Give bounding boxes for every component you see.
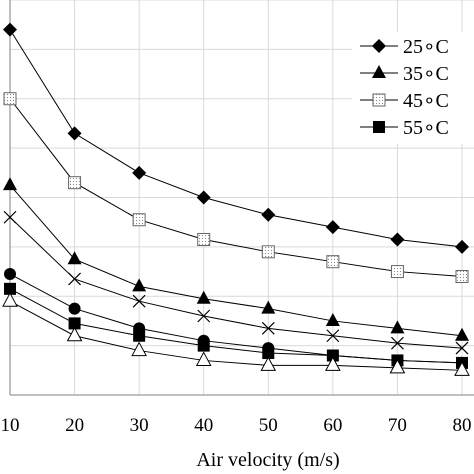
data-point (132, 294, 146, 308)
legend-label: 55∘C (403, 117, 449, 139)
x-tick-label: 20 (65, 415, 84, 436)
x-tick-label: 30 (130, 415, 149, 436)
data-point (455, 239, 469, 254)
data-point (67, 251, 82, 265)
data-point (389, 358, 406, 374)
series-line (9, 273, 463, 364)
data-point (196, 190, 211, 205)
data-point (261, 321, 275, 335)
data-point (325, 356, 341, 371)
x-tick-label: 60 (323, 415, 342, 436)
x-tick-label: 10 (1, 415, 20, 436)
x-tick-label: 70 (388, 415, 407, 436)
data-point (260, 356, 277, 371)
series-line (9, 216, 463, 349)
data-point (68, 272, 81, 286)
legend-item: 45∘C (360, 90, 449, 112)
grid (9, 0, 474, 396)
legend-marker (373, 121, 385, 133)
series-triangle (3, 177, 469, 341)
series-line (9, 98, 463, 277)
data-point (4, 268, 16, 281)
data-point (68, 302, 81, 315)
x-tick-label: 80 (453, 415, 472, 436)
series-circle (4, 268, 468, 369)
data-point (3, 22, 17, 37)
data-point (132, 213, 146, 227)
data-point (325, 220, 340, 235)
legend-label: 45∘C (403, 90, 449, 112)
legend-item: 55∘C (360, 117, 449, 139)
data-point (326, 255, 340, 269)
legend-marker (372, 65, 386, 78)
series-triangle-open (2, 292, 470, 376)
data-point (3, 92, 17, 106)
data-point (390, 265, 404, 279)
legend-label: 35∘C (403, 63, 449, 85)
series-line (9, 29, 463, 248)
data-point (133, 322, 146, 335)
legend-item: 35∘C (360, 63, 449, 85)
data-point (68, 317, 81, 330)
x-tick-labels: 10 20 30 40 50 60 70 80 (1, 415, 472, 436)
legend-marker (372, 39, 386, 53)
data-point (391, 336, 404, 350)
legend-label: 25∘C (403, 36, 449, 58)
data-point (261, 207, 276, 222)
data-point (390, 320, 405, 334)
data-point (326, 349, 339, 362)
data-point (196, 290, 211, 304)
data-point (197, 232, 211, 246)
data-point (197, 309, 211, 323)
data-point (131, 341, 147, 357)
data-point (261, 300, 276, 314)
data-point (2, 292, 18, 307)
legend: 25∘C 35∘C 45∘C 55∘C (352, 32, 474, 144)
series-diamond (3, 22, 469, 254)
legend-item: 25∘C (360, 36, 449, 58)
legend-background (352, 32, 474, 144)
axes (9, 0, 474, 396)
data-point (455, 327, 469, 341)
x-tick-label: 50 (259, 415, 278, 436)
data-point (197, 334, 210, 347)
series-line (9, 184, 463, 337)
data-point (262, 342, 275, 355)
data-point (132, 278, 147, 292)
series-group (2, 22, 470, 376)
data-point (3, 210, 17, 224)
data-point (132, 165, 147, 180)
series-line (9, 300, 463, 371)
data-point (4, 282, 16, 295)
x-axis-title: Air velocity (m/s) (196, 449, 339, 471)
data-point (455, 270, 469, 283)
data-point (67, 126, 82, 141)
data-point (261, 245, 275, 259)
data-point (195, 351, 212, 366)
data-point (455, 341, 469, 355)
x-tick-label: 40 (194, 415, 213, 436)
data-point (325, 312, 340, 326)
series-square-dotted (3, 92, 469, 283)
series-x (3, 210, 469, 355)
data-point (326, 329, 340, 343)
legend-marker (372, 93, 386, 107)
data-point (390, 232, 405, 247)
data-point (68, 176, 82, 190)
data-point (3, 177, 17, 191)
data-point (66, 326, 83, 342)
data-point (454, 361, 470, 376)
